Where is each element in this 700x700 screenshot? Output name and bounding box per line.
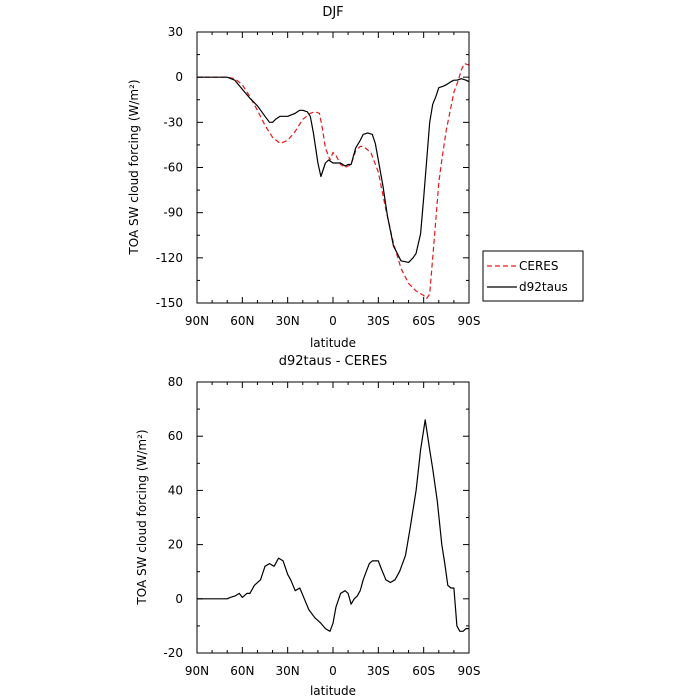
bottom-x-tick-label: 30S — [367, 664, 390, 678]
bottom-x-tick-label: 60S — [412, 664, 435, 678]
top-series-d92taus — [197, 76, 470, 263]
bottom-axis-ticks: 90N 60N 30N 0 30S 60S 90S 80 60 40 20 0 -20 — [163, 375, 480, 678]
bottom-chart-title: d92taus - CERES — [279, 354, 388, 369]
top-x-tick-label: 60N — [230, 314, 254, 328]
top-x-tick-label: 30S — [367, 314, 390, 328]
legend-d92taus-label: d92taus — [519, 280, 568, 294]
top-panel: DJF 90N 60N 30N 0 30S 60S 90S 30 0 -30 -60 -90 -120 -… — [127, 5, 480, 350]
top-x-tick-label: 30N — [276, 314, 300, 328]
top-x-tick-label: 60S — [412, 314, 435, 328]
legend-ceres-label: CERES — [519, 259, 559, 273]
top-x-tick-label: 90N — [185, 314, 209, 328]
top-y-tick-label: 30 — [168, 25, 183, 39]
top-series-group — [197, 62, 470, 300]
bottom-x-tick-label: 60N — [230, 664, 254, 678]
bottom-x-tick-label: 90N — [185, 664, 209, 678]
legend-box — [482, 250, 584, 302]
bottom-x-tick-label: 90S — [458, 664, 481, 678]
bottom-y-tick-label: 20 — [168, 538, 183, 552]
bottom-y-tick-label: 40 — [168, 483, 183, 497]
top-y-tick-label: -30 — [163, 115, 183, 129]
legend: CERES d92taus — [482, 250, 584, 302]
top-y-tick-label: -120 — [156, 251, 183, 265]
bottom-x-tick-label: 30N — [276, 664, 300, 678]
top-x-tick-label: 90S — [458, 314, 481, 328]
top-x-tick-label: 0 — [329, 314, 337, 328]
top-y-axis-label: TOA SW cloud forcing (W/m²) — [127, 79, 141, 255]
bottom-y-tick-label: 0 — [175, 592, 183, 606]
top-y-tick-label: -150 — [156, 296, 183, 310]
bottom-series-group — [197, 419, 469, 632]
top-x-axis-label: latitude — [310, 336, 356, 350]
top-y-tick-label: -60 — [163, 161, 183, 175]
top-chart-title: DJF — [322, 5, 343, 20]
bottom-y-tick-label: 60 — [168, 429, 183, 443]
bottom-y-tick-label: 80 — [168, 375, 183, 389]
bottom-plot-frame — [196, 381, 470, 654]
bottom-x-tick-label: 0 — [329, 664, 337, 678]
top-y-tick-label: -90 — [163, 206, 183, 220]
bottom-panel: d92taus - CERES 90N 60N 30N 0 30S 60S 90S 80 60 4… — [135, 354, 480, 698]
top-plot-frame — [196, 31, 470, 304]
bottom-series-line-0 — [197, 419, 469, 632]
bottom-x-axis-label: latitude — [310, 684, 356, 698]
bottom-y-axis-label: TOA SW cloud forcing (W/m²) — [135, 429, 149, 605]
top-y-tick-label: 0 — [175, 70, 183, 84]
top-axis-ticks: 90N 60N 30N 0 30S 60S 90S 30 0 -30 -60 -90 -120 -150 — [156, 25, 481, 328]
bottom-y-tick-label: -20 — [163, 646, 183, 660]
top-series-ceres — [197, 62, 470, 300]
